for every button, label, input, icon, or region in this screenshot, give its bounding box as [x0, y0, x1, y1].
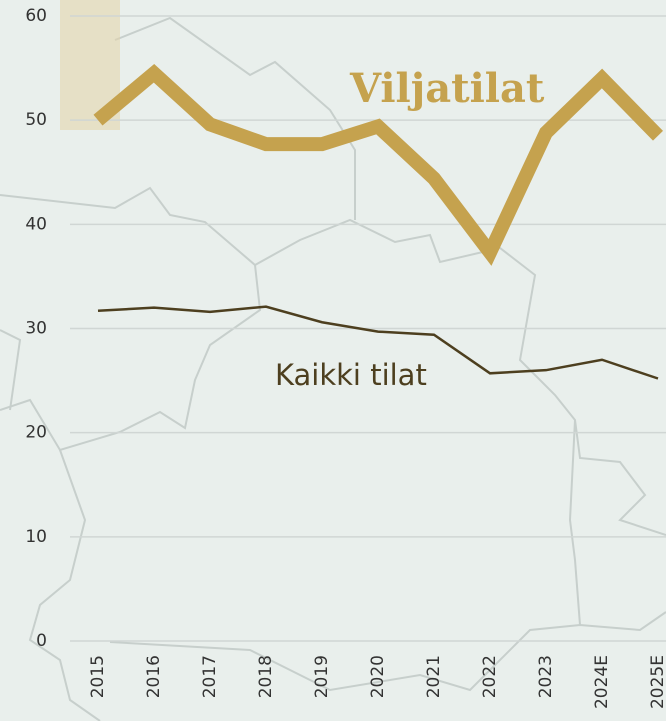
x-tick-label: 2020 [368, 655, 388, 698]
x-tick-label: 2016 [144, 655, 164, 698]
x-tick-label: 2015 [88, 655, 108, 698]
y-tick-label: 20 [25, 423, 47, 443]
x-tick-label: 2025E [648, 655, 666, 709]
map-outline [0, 16, 666, 721]
series-label: Viljatilat [349, 65, 545, 112]
x-tick-label: 2019 [312, 655, 332, 698]
series-label: Kaikki tilat [275, 358, 427, 392]
y-tick-label: 60 [25, 6, 47, 26]
x-tick-label: 2023 [536, 655, 556, 698]
x-tick-label: 2021 [424, 655, 444, 698]
y-tick-label: 40 [25, 214, 47, 234]
x-tick-label: 2017 [200, 655, 220, 698]
y-tick-label: 30 [25, 319, 47, 339]
line [97, 305, 659, 380]
y-tick-label: 10 [25, 527, 47, 547]
y-tick-label: 50 [25, 110, 47, 130]
x-tick-label: 2018 [256, 655, 276, 698]
x-tick-label: 2024E [592, 655, 612, 709]
line [93, 63, 664, 266]
x-tick-label: 2022 [480, 655, 500, 698]
y-tick-label: 0 [36, 631, 47, 651]
